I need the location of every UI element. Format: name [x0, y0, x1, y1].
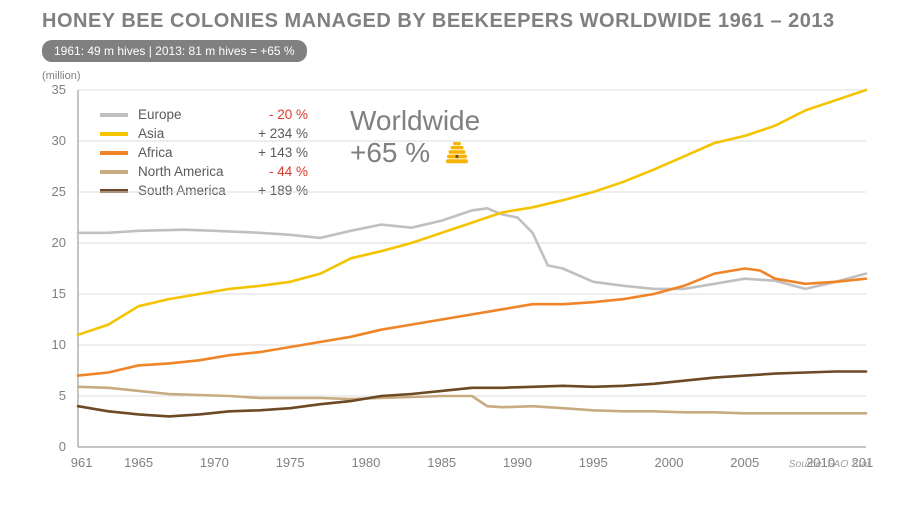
series-line [78, 90, 866, 335]
series-line [78, 208, 866, 289]
summary-badge: 1961: 49 m hives | 2013: 81 m hives = +6… [42, 40, 307, 62]
chart-container: HONEY BEE COLONIES MANAGED BY BEEKEEPERS… [0, 0, 900, 528]
y-tick-label: 15 [40, 286, 66, 301]
y-tick-label: 35 [40, 82, 66, 97]
x-tick-label: 1995 [579, 455, 608, 470]
plot-area: 1961 1965 1970 1975 1980 1985 1990 1995 2000 2005… [70, 85, 874, 475]
x-tick-label: 1990 [503, 455, 532, 470]
y-tick-label: 5 [40, 388, 66, 403]
x-tick-label: 1965 [124, 455, 153, 470]
y-tick-label: 30 [40, 133, 66, 148]
x-tick-label: 2005 [730, 455, 759, 470]
x-tick-label: 1961 [70, 455, 92, 470]
x-tick-label: 2000 [655, 455, 684, 470]
series-line [78, 387, 866, 414]
y-tick-label: 25 [40, 184, 66, 199]
series-line [78, 269, 866, 376]
source-attribution: Source: FAO Stat [788, 458, 870, 470]
y-axis-label: (million) [42, 70, 81, 82]
x-tick-label: 1975 [276, 455, 305, 470]
x-tick-label: 1980 [351, 455, 380, 470]
y-tick-label: 10 [40, 337, 66, 352]
x-tick-label: 1985 [427, 455, 456, 470]
y-tick-label: 20 [40, 235, 66, 250]
chart-title: HONEY BEE COLONIES MANAGED BY BEEKEEPERS… [42, 10, 835, 33]
x-tick-label: 1970 [200, 455, 229, 470]
y-tick-label: 0 [40, 439, 66, 454]
